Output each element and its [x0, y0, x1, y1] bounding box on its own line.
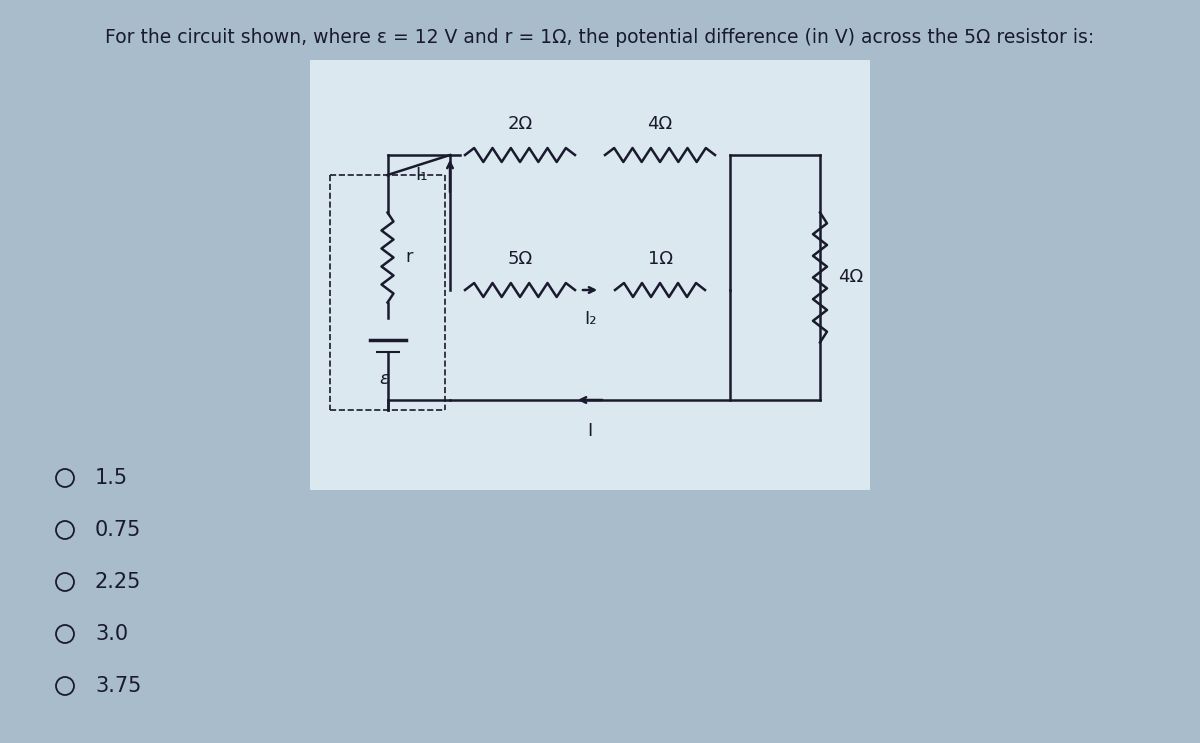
Text: 3.75: 3.75 — [95, 676, 142, 696]
Text: 1Ω: 1Ω — [648, 250, 672, 268]
Text: 4Ω: 4Ω — [648, 115, 672, 133]
Text: 1.5: 1.5 — [95, 468, 128, 488]
Text: 2Ω: 2Ω — [508, 115, 533, 133]
Text: 2.25: 2.25 — [95, 572, 142, 592]
Text: ε: ε — [379, 369, 389, 388]
Text: r: r — [406, 248, 413, 267]
Text: I₁: I₁ — [415, 166, 428, 184]
Text: 3.0: 3.0 — [95, 624, 128, 644]
Text: I: I — [587, 422, 593, 440]
Text: 0.75: 0.75 — [95, 520, 142, 540]
Text: 4Ω: 4Ω — [838, 268, 863, 287]
Text: I₂: I₂ — [583, 310, 596, 328]
FancyBboxPatch shape — [310, 60, 870, 490]
Text: For the circuit shown, where ε = 12 V and r = 1Ω, the potential difference (in V: For the circuit shown, where ε = 12 V an… — [106, 28, 1094, 47]
Text: 5Ω: 5Ω — [508, 250, 533, 268]
